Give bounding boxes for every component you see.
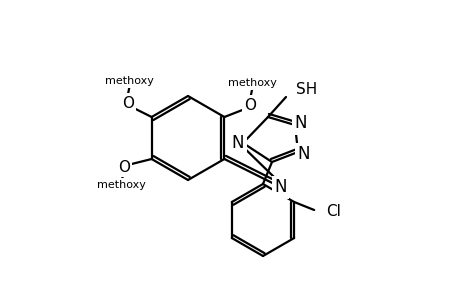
Text: O: O	[118, 160, 129, 175]
Text: O: O	[121, 95, 133, 110]
Text: methoxy: methoxy	[97, 180, 146, 190]
Text: methoxy: methoxy	[228, 78, 276, 88]
Text: N: N	[231, 134, 244, 152]
Text: O: O	[244, 98, 256, 112]
Text: SH: SH	[295, 82, 317, 97]
Text: methoxy: methoxy	[105, 76, 154, 86]
Text: Cl: Cl	[325, 205, 340, 220]
Text: N: N	[274, 178, 286, 196]
Text: N: N	[297, 145, 309, 163]
Text: N: N	[294, 114, 307, 132]
Text: N: N	[274, 178, 286, 196]
